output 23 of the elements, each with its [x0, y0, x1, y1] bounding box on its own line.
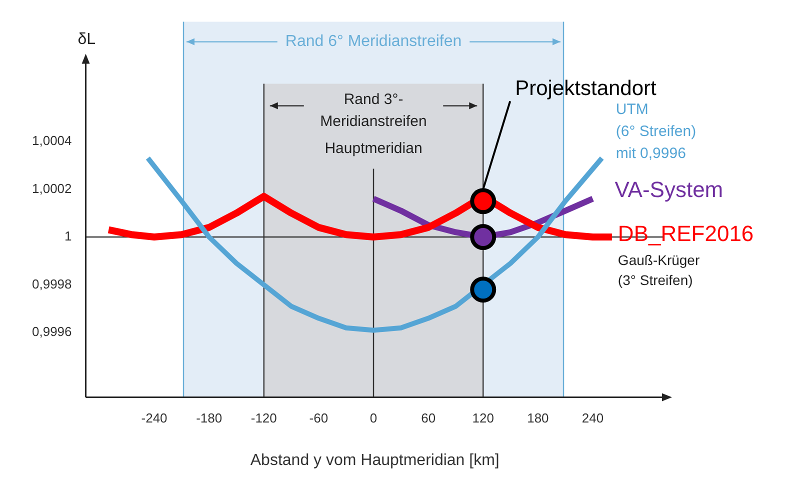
y-tick-label: 1,0002 [32, 180, 72, 196]
x-axis-title: Abstand y vom Hauptmeridian [km] [250, 452, 500, 469]
x-tick-label: 60 [421, 410, 436, 426]
x-tick-label: 0 [370, 410, 378, 426]
x-tick-label: -120 [250, 410, 277, 426]
y-tick-label: 0,9996 [32, 324, 72, 340]
y-tick-label: 0,9998 [32, 276, 72, 292]
y-tick-label: 1 [64, 228, 72, 244]
x-tick-label: 180 [527, 410, 549, 426]
y-axis-title: δL [78, 31, 96, 48]
series-label: VA-System [614, 176, 724, 202]
band-label: Rand 3°-Meridianstreifen [320, 90, 427, 130]
series-label: UTM (6° Streifen) mit 0,9996 [616, 101, 696, 162]
x-tick-label: 120 [472, 410, 494, 426]
x-tick-label: 240 [582, 410, 604, 426]
annotation: Gauß-Krüger (3° Streifen) [618, 252, 700, 288]
band-label: Rand 6° Meridianstreifen [285, 33, 462, 50]
x-tick-label: -240 [141, 410, 168, 426]
y-tick-label: 1,0004 [32, 132, 72, 148]
x-tick-label: -180 [196, 410, 222, 426]
ref-line-label: Hauptmeridian [324, 140, 422, 157]
series-label: DB_REF2016 [618, 221, 754, 246]
x-tick-label: -60 [309, 410, 328, 426]
